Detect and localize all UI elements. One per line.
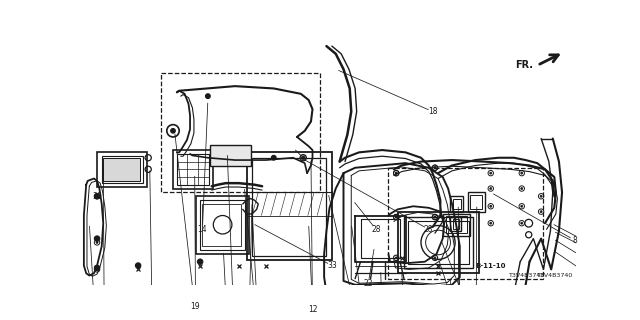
Bar — [173, 150, 213, 188]
Bar — [102, 156, 143, 183]
Circle shape — [94, 265, 100, 270]
Circle shape — [434, 216, 436, 218]
Circle shape — [96, 242, 98, 244]
Circle shape — [94, 194, 100, 199]
Circle shape — [521, 172, 523, 174]
Bar — [246, 152, 332, 260]
Bar — [200, 200, 245, 250]
Circle shape — [96, 268, 98, 270]
Circle shape — [395, 172, 397, 174]
Text: 28: 28 — [371, 225, 381, 234]
Circle shape — [395, 216, 397, 218]
Text: 8: 8 — [572, 236, 577, 245]
Bar — [196, 196, 249, 254]
Bar — [451, 196, 463, 212]
Circle shape — [96, 195, 98, 197]
Circle shape — [490, 172, 492, 174]
Circle shape — [490, 205, 492, 207]
Bar — [397, 212, 479, 273]
Circle shape — [396, 216, 397, 218]
Circle shape — [540, 195, 542, 197]
Text: 12: 12 — [308, 305, 317, 314]
Circle shape — [94, 236, 100, 241]
Circle shape — [396, 172, 397, 174]
Circle shape — [490, 188, 492, 189]
Bar — [451, 217, 461, 231]
Bar — [202, 204, 241, 246]
Circle shape — [540, 211, 542, 213]
Circle shape — [521, 188, 523, 189]
Bar — [408, 221, 469, 264]
Text: T3V4B3740: T3V4B3740 — [537, 273, 573, 278]
Circle shape — [136, 263, 141, 268]
Bar — [470, 195, 482, 209]
Circle shape — [434, 167, 436, 169]
Bar — [467, 192, 484, 212]
Bar — [388, 168, 543, 279]
Text: B-11-10: B-11-10 — [476, 262, 506, 268]
Bar — [452, 198, 461, 209]
Circle shape — [434, 216, 436, 218]
Circle shape — [434, 167, 436, 169]
Bar — [446, 216, 467, 233]
Circle shape — [434, 257, 436, 259]
Text: 28: 28 — [424, 225, 433, 234]
Bar — [177, 154, 209, 185]
Text: 30: 30 — [92, 192, 102, 201]
Circle shape — [521, 205, 523, 207]
Text: 14: 14 — [198, 225, 207, 234]
Bar — [103, 158, 140, 181]
Bar — [404, 217, 473, 268]
Text: 18: 18 — [428, 107, 437, 116]
Bar — [161, 73, 320, 192]
Bar — [210, 145, 250, 166]
Circle shape — [521, 222, 523, 224]
Circle shape — [396, 257, 397, 259]
Circle shape — [271, 156, 276, 160]
Bar — [452, 219, 459, 228]
Circle shape — [197, 259, 203, 264]
Circle shape — [490, 222, 492, 224]
Text: 19: 19 — [190, 302, 200, 311]
Bar — [443, 214, 470, 236]
Text: FR.: FR. — [515, 60, 533, 69]
Text: T3V4B3740: T3V4B3740 — [509, 273, 545, 278]
Text: 33: 33 — [327, 261, 337, 270]
Circle shape — [301, 156, 305, 159]
Circle shape — [205, 94, 210, 99]
Circle shape — [171, 129, 175, 133]
Bar — [252, 158, 326, 256]
Bar — [97, 152, 147, 187]
Text: 22: 22 — [364, 279, 373, 288]
